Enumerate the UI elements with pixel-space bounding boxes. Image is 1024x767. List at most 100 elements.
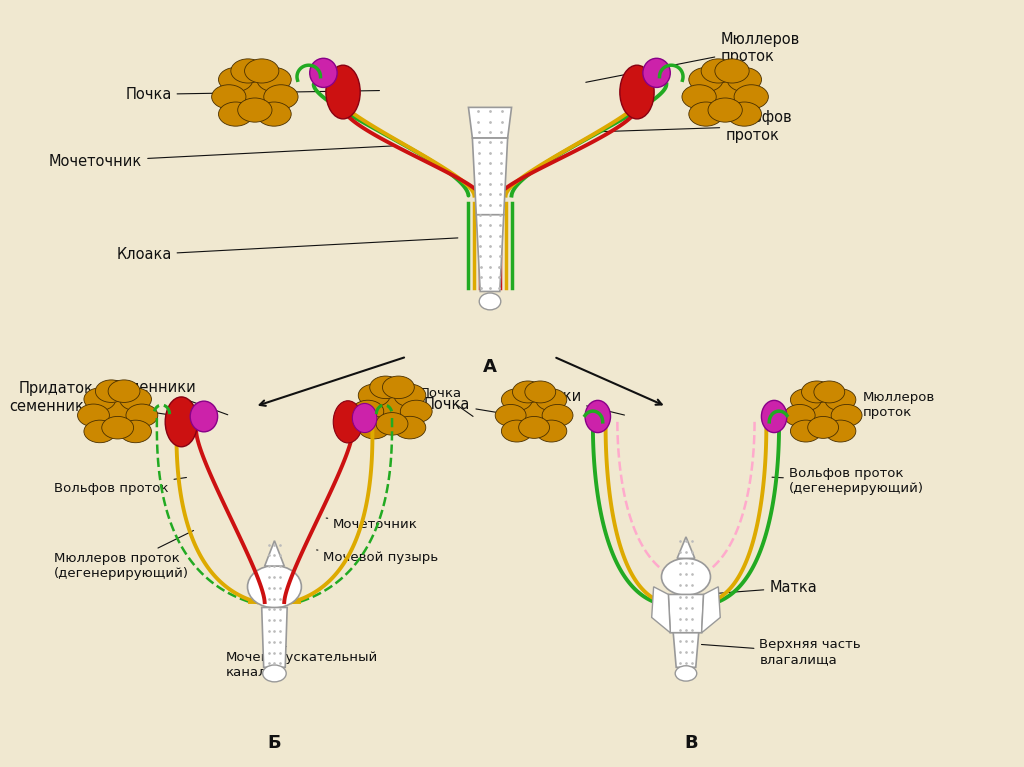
Polygon shape xyxy=(651,587,671,633)
Ellipse shape xyxy=(762,400,786,433)
Text: Мочеиспускательный
канал: Мочеиспускательный канал xyxy=(225,647,378,680)
Text: Придаток
семенника: Придаток семенника xyxy=(9,381,188,417)
Ellipse shape xyxy=(791,389,821,410)
Ellipse shape xyxy=(394,416,426,439)
Ellipse shape xyxy=(257,102,291,127)
Polygon shape xyxy=(673,633,698,667)
Ellipse shape xyxy=(101,416,133,439)
Ellipse shape xyxy=(238,98,272,122)
Ellipse shape xyxy=(808,416,839,439)
Polygon shape xyxy=(468,107,512,138)
Ellipse shape xyxy=(376,413,408,435)
Ellipse shape xyxy=(708,98,742,122)
Text: Клоака: Клоака xyxy=(116,238,458,262)
Ellipse shape xyxy=(218,102,253,127)
Ellipse shape xyxy=(263,665,286,682)
Ellipse shape xyxy=(212,85,246,109)
Polygon shape xyxy=(677,537,695,558)
Ellipse shape xyxy=(502,389,532,410)
Ellipse shape xyxy=(643,58,671,87)
Text: Почка: Почка xyxy=(420,387,473,416)
Ellipse shape xyxy=(701,59,735,83)
Ellipse shape xyxy=(784,404,815,426)
Ellipse shape xyxy=(358,384,390,407)
Ellipse shape xyxy=(248,566,301,607)
Ellipse shape xyxy=(238,79,272,104)
Ellipse shape xyxy=(675,666,696,681)
Ellipse shape xyxy=(370,376,401,399)
Text: Почка: Почка xyxy=(424,397,538,419)
Text: Мочеточник: Мочеточник xyxy=(49,146,394,169)
Ellipse shape xyxy=(165,397,198,446)
Ellipse shape xyxy=(126,404,158,426)
Ellipse shape xyxy=(383,376,415,399)
Ellipse shape xyxy=(727,102,762,127)
Ellipse shape xyxy=(95,380,127,403)
Text: Верхняя часть
влагалища: Верхняя часть влагалища xyxy=(701,638,861,667)
Text: Мочевой пузырь: Мочевой пузырь xyxy=(316,550,438,565)
Ellipse shape xyxy=(802,381,833,403)
Ellipse shape xyxy=(326,65,360,119)
Ellipse shape xyxy=(536,389,567,410)
Ellipse shape xyxy=(352,400,384,423)
Ellipse shape xyxy=(376,395,408,417)
Ellipse shape xyxy=(333,400,362,443)
Ellipse shape xyxy=(585,400,610,433)
Ellipse shape xyxy=(309,58,337,87)
Polygon shape xyxy=(264,541,285,566)
Text: Мюллеров проток
(дегенерирующий): Мюллеров проток (дегенерирующий) xyxy=(54,531,194,580)
Ellipse shape xyxy=(825,420,856,442)
Polygon shape xyxy=(472,138,508,215)
Text: Вольфов проток: Вольфов проток xyxy=(54,478,186,495)
Ellipse shape xyxy=(727,67,762,91)
Text: Мюллеров
проток: Мюллеров проток xyxy=(786,390,935,419)
Ellipse shape xyxy=(218,67,253,91)
Ellipse shape xyxy=(662,558,711,595)
Text: Почка: Почка xyxy=(125,87,380,102)
Text: Б: Б xyxy=(267,734,282,752)
Ellipse shape xyxy=(496,404,526,426)
Polygon shape xyxy=(262,607,287,667)
Ellipse shape xyxy=(352,403,377,433)
Text: Яичники: Яичники xyxy=(515,389,625,415)
Ellipse shape xyxy=(394,384,426,407)
Ellipse shape xyxy=(245,59,279,83)
Ellipse shape xyxy=(109,380,140,403)
Ellipse shape xyxy=(101,399,133,421)
Ellipse shape xyxy=(689,67,723,91)
Text: Мюллеров
проток: Мюллеров проток xyxy=(586,32,800,82)
Ellipse shape xyxy=(84,388,116,410)
Text: А: А xyxy=(483,358,497,376)
Text: Вольфов проток
(дегенерирующий): Вольфов проток (дегенерирующий) xyxy=(772,467,924,495)
Ellipse shape xyxy=(190,401,218,432)
Polygon shape xyxy=(476,215,504,291)
Ellipse shape xyxy=(525,381,556,403)
Ellipse shape xyxy=(78,404,110,426)
Polygon shape xyxy=(701,587,720,633)
Text: Мочеточник: Мочеточник xyxy=(327,518,418,531)
Ellipse shape xyxy=(120,388,152,410)
Ellipse shape xyxy=(519,400,550,421)
Ellipse shape xyxy=(682,85,716,109)
Text: Матка: Матка xyxy=(706,580,817,595)
Ellipse shape xyxy=(734,85,768,109)
Text: В: В xyxy=(684,734,697,752)
Ellipse shape xyxy=(536,420,567,442)
Ellipse shape xyxy=(264,85,298,109)
Ellipse shape xyxy=(689,102,723,127)
Ellipse shape xyxy=(808,400,839,421)
Ellipse shape xyxy=(715,59,750,83)
Ellipse shape xyxy=(400,400,432,423)
Ellipse shape xyxy=(791,420,821,442)
Ellipse shape xyxy=(825,389,856,410)
Text: Вольфов
проток: Вольфов проток xyxy=(596,110,792,143)
Ellipse shape xyxy=(708,79,742,104)
Polygon shape xyxy=(669,594,703,633)
Ellipse shape xyxy=(814,381,845,403)
Ellipse shape xyxy=(230,59,265,83)
Ellipse shape xyxy=(120,420,152,443)
Ellipse shape xyxy=(831,404,862,426)
Ellipse shape xyxy=(512,381,544,403)
Ellipse shape xyxy=(542,404,573,426)
Ellipse shape xyxy=(84,420,116,443)
